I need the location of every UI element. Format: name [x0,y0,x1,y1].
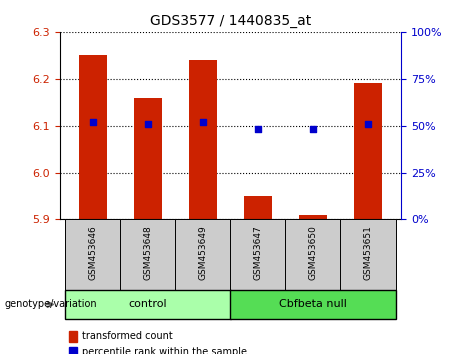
Text: genotype/variation: genotype/variation [5,299,97,309]
Text: GSM453649: GSM453649 [199,225,207,280]
Point [89,119,97,125]
Text: GSM453647: GSM453647 [254,225,262,280]
Bar [79,55,106,219]
Text: GSM453648: GSM453648 [143,225,153,280]
Point [309,127,317,132]
Bar [134,97,162,219]
Text: Cbfbeta null: Cbfbeta null [279,299,347,309]
Point [144,121,152,127]
Point [254,127,262,132]
Bar [244,196,272,219]
Point [199,119,207,125]
Text: control: control [129,299,167,309]
Bar [355,84,382,219]
Point [364,121,372,127]
Text: GSM453646: GSM453646 [89,225,97,280]
Bar [189,60,217,219]
Text: GSM453651: GSM453651 [364,225,372,280]
Bar [299,215,327,219]
Text: percentile rank within the sample: percentile rank within the sample [82,347,247,354]
Text: GSM453650: GSM453650 [308,225,318,280]
Title: GDS3577 / 1440835_at: GDS3577 / 1440835_at [150,14,311,28]
Text: transformed count: transformed count [82,331,173,341]
